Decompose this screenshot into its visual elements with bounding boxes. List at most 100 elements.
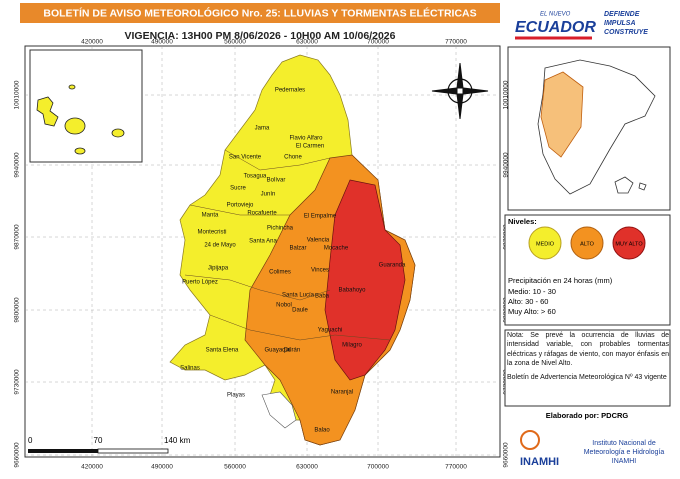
place-label: Guaranda bbox=[379, 263, 406, 269]
title: BOLETÍN DE AVISO METEOROLÓGICO Nro. 25: … bbox=[43, 6, 476, 19]
note-text: Nota: Se prevé la ocurrencia de lluvias … bbox=[507, 332, 669, 367]
gulf bbox=[261, 391, 297, 429]
logo: EL NUEVO ECUADOR DEFIENDE IMPULSA CONSTR… bbox=[515, 11, 648, 40]
place-label: Daule bbox=[292, 308, 308, 314]
x-coord-label: 770000 bbox=[445, 39, 467, 46]
place-label: Jipijapa bbox=[208, 266, 229, 272]
x-coord-label: 630000 bbox=[296, 464, 318, 471]
legend-title: Niveles: bbox=[508, 217, 537, 226]
legend-level: MEDIO bbox=[536, 241, 555, 247]
institute-line: Meteorología e Hidrología bbox=[584, 449, 665, 456]
x-coord-label: 770000 bbox=[445, 464, 467, 471]
island bbox=[64, 117, 86, 135]
note: Nota: Se prevé la ocurrencia de lluvias … bbox=[507, 332, 669, 382]
island bbox=[74, 147, 86, 155]
y-coord-label: 9730000 bbox=[14, 369, 21, 395]
y-coord-label: 10010000 bbox=[503, 80, 510, 109]
place-label: Montecristi bbox=[197, 230, 226, 236]
logo-name: ECUADOR bbox=[515, 19, 596, 36]
legend-swatch bbox=[612, 226, 646, 260]
place-label: Salinas bbox=[180, 366, 200, 372]
boundary bbox=[209, 314, 391, 341]
scale-segment bbox=[28, 449, 98, 453]
island bbox=[111, 128, 125, 138]
place-label: Balzar bbox=[289, 246, 306, 252]
compass bbox=[431, 62, 489, 120]
island bbox=[68, 84, 76, 90]
place-label: Valencia bbox=[307, 238, 330, 244]
place-label: Santa Lucía bbox=[282, 293, 315, 299]
legend-swatch bbox=[528, 226, 562, 260]
y-coord-label: 9940000 bbox=[14, 152, 21, 178]
place-label: Mocache bbox=[324, 246, 349, 252]
legend-swatch bbox=[570, 226, 604, 260]
galapagos bbox=[614, 176, 647, 194]
place-label: Baba bbox=[315, 294, 330, 300]
x-coord-label: 560000 bbox=[224, 464, 246, 471]
precip-range: Muy Alto: > 60 bbox=[508, 307, 556, 316]
place-label: Durán bbox=[284, 348, 300, 354]
place-label: Vinces bbox=[311, 268, 329, 274]
legend-level: MUY ALTO bbox=[615, 241, 643, 247]
x-coord-label: 490000 bbox=[151, 464, 173, 471]
note-box bbox=[504, 329, 671, 407]
compass-arrow bbox=[431, 87, 458, 95]
precip-range: Alto: 30 - 60 bbox=[508, 297, 548, 306]
y-coord-label: 9940000 bbox=[503, 152, 510, 178]
place-label: El Empalme bbox=[304, 214, 337, 220]
boundary bbox=[224, 149, 331, 171]
boundary bbox=[184, 274, 331, 301]
title-banner bbox=[20, 3, 500, 23]
x-coord-label: 490000 bbox=[151, 39, 173, 46]
logo-tag: EL NUEVO bbox=[540, 12, 571, 18]
place-label: Santa Elena bbox=[206, 348, 239, 354]
place-label: Puerto López bbox=[182, 280, 218, 286]
place-label: Milagro bbox=[342, 343, 362, 349]
place-label: Santa Ana bbox=[249, 239, 277, 245]
credit: Elaborado por: PDCRG bbox=[546, 411, 629, 420]
institute-acronym: INAMHI bbox=[520, 456, 559, 468]
precip-title: Precipitación en 24 horas (mm) bbox=[508, 276, 613, 285]
y-coord-label: 9660000 bbox=[503, 442, 510, 468]
island bbox=[36, 96, 59, 127]
place-label: Portoviejo bbox=[227, 203, 254, 209]
x-coord-label: 630000 bbox=[296, 39, 318, 46]
legend-level: ALTO bbox=[580, 241, 595, 247]
compass-arrow bbox=[456, 62, 464, 89]
place-label: Rocafuerte bbox=[247, 211, 277, 217]
place-label: Manta bbox=[202, 213, 219, 219]
place-label: Pedernales bbox=[275, 88, 305, 94]
galapagos-inset bbox=[29, 49, 143, 163]
place-label: Tosagua bbox=[244, 174, 267, 180]
y-coord-label: 9660000 bbox=[14, 442, 21, 468]
logo-motto: DEFIENDE bbox=[604, 11, 640, 18]
y-coord-label: 9800000 bbox=[14, 297, 21, 323]
legend: Niveles: MEDIO ALTO MUY ALTO Precipitaci… bbox=[504, 214, 671, 326]
scale-label: 140 km bbox=[164, 436, 191, 445]
map: Pedernales Jama Flavio Alfaro El Carmen San … bbox=[169, 54, 416, 446]
institute-emblem bbox=[520, 430, 540, 450]
scale-label: 0 bbox=[28, 436, 33, 445]
note-text: Boletín de Advertencia Meteorológica Nº … bbox=[507, 374, 667, 382]
x-coord-label: 420000 bbox=[81, 464, 103, 471]
scale-label: 70 bbox=[94, 436, 103, 445]
place-label: Nobol bbox=[276, 303, 292, 309]
place-label: Jama bbox=[255, 126, 270, 132]
x-coord-label: 420000 bbox=[81, 39, 103, 46]
place-label: Flavio Alfaro bbox=[289, 136, 323, 142]
institute-line: Instituto Nacional de bbox=[592, 440, 656, 447]
place-label: San Vicente bbox=[229, 155, 262, 161]
x-coord-label: 700000 bbox=[367, 39, 389, 46]
institute: INAMHI Instituto Nacional de Meteorologí… bbox=[520, 430, 665, 468]
compass-arrow bbox=[462, 87, 489, 95]
y-coord-label: 10010000 bbox=[14, 80, 21, 109]
x-coord-label: 560000 bbox=[224, 39, 246, 46]
zone-very-high bbox=[324, 179, 406, 381]
boundary bbox=[189, 204, 290, 216]
logo-motto: CONSTRUYE bbox=[604, 29, 648, 36]
place-label: Babahoyo bbox=[338, 288, 366, 294]
place-label: Naranjal bbox=[331, 390, 353, 396]
x-coord-label: 700000 bbox=[367, 464, 389, 471]
y-coord-label: 9870000 bbox=[14, 224, 21, 250]
